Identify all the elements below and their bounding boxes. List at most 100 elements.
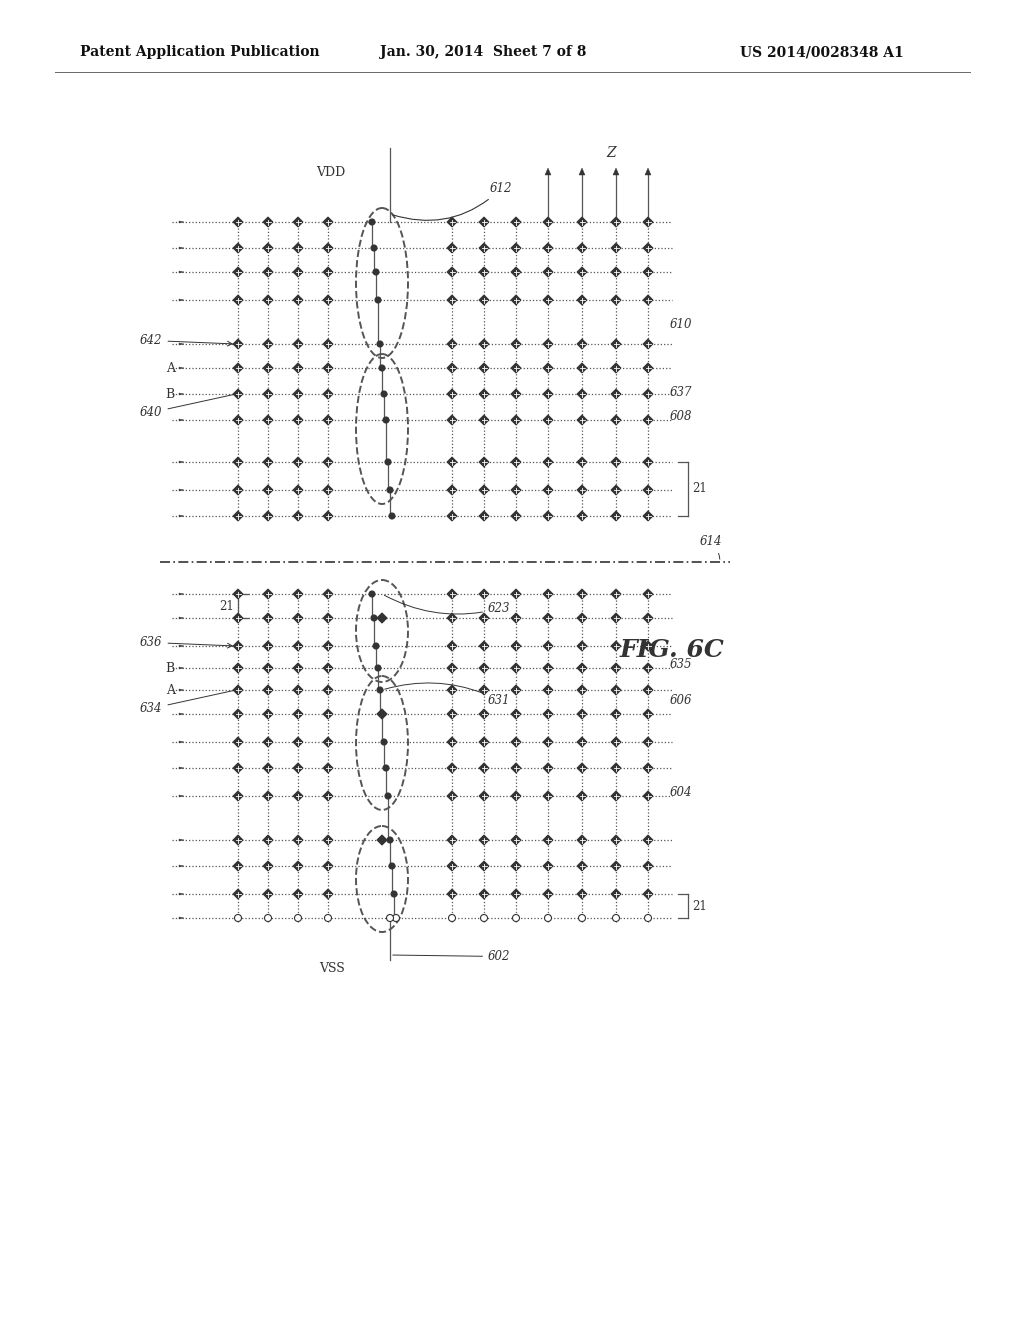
Polygon shape [577,589,587,599]
Polygon shape [611,414,621,425]
Circle shape [375,665,381,671]
Polygon shape [293,414,303,425]
Polygon shape [179,795,184,797]
Polygon shape [323,836,333,845]
Polygon shape [323,642,333,651]
Polygon shape [479,511,489,521]
Polygon shape [577,836,587,845]
Polygon shape [643,484,653,495]
Polygon shape [511,663,521,673]
Polygon shape [263,243,273,253]
Polygon shape [611,763,621,774]
Polygon shape [643,836,653,845]
Polygon shape [447,243,457,253]
Polygon shape [611,612,621,623]
Polygon shape [577,511,587,521]
Polygon shape [293,737,303,747]
Polygon shape [645,168,651,176]
Polygon shape [511,836,521,845]
Polygon shape [611,737,621,747]
Polygon shape [447,294,457,305]
Text: B: B [166,661,175,675]
Polygon shape [233,294,243,305]
Text: VDD: VDD [315,165,345,178]
Polygon shape [179,418,184,421]
Polygon shape [577,414,587,425]
Text: A: A [166,684,175,697]
Polygon shape [233,339,243,348]
Polygon shape [643,267,653,277]
Text: 604: 604 [670,785,692,799]
Polygon shape [263,414,273,425]
Polygon shape [447,709,457,719]
Polygon shape [643,389,653,399]
Polygon shape [233,389,243,399]
Polygon shape [577,363,587,374]
Polygon shape [479,612,489,623]
Polygon shape [323,612,333,623]
Polygon shape [479,294,489,305]
Polygon shape [179,865,184,867]
Polygon shape [479,389,489,399]
Polygon shape [447,363,457,374]
Polygon shape [323,763,333,774]
Polygon shape [293,642,303,651]
Polygon shape [543,589,553,599]
Polygon shape [543,216,553,227]
Polygon shape [323,414,333,425]
Circle shape [325,915,332,921]
Polygon shape [511,339,521,348]
Circle shape [295,915,301,921]
Polygon shape [643,709,653,719]
Polygon shape [511,363,521,374]
Polygon shape [293,836,303,845]
Polygon shape [545,168,551,176]
Polygon shape [323,339,333,348]
Circle shape [371,615,377,620]
Polygon shape [511,294,521,305]
Polygon shape [233,685,243,696]
Polygon shape [643,888,653,899]
Circle shape [375,297,381,304]
Polygon shape [293,888,303,899]
Polygon shape [479,685,489,696]
Circle shape [387,837,393,843]
Text: VSS: VSS [319,961,345,974]
Polygon shape [611,457,621,467]
Polygon shape [233,511,243,521]
Polygon shape [543,737,553,747]
Polygon shape [479,737,489,747]
Polygon shape [543,836,553,845]
Polygon shape [233,836,243,845]
Text: 635: 635 [670,657,692,671]
Circle shape [480,915,487,921]
Polygon shape [447,589,457,599]
Polygon shape [323,294,333,305]
Polygon shape [323,267,333,277]
Polygon shape [479,339,489,348]
Polygon shape [263,888,273,899]
Text: 606: 606 [670,694,692,708]
Polygon shape [479,267,489,277]
Polygon shape [643,642,653,651]
Polygon shape [577,861,587,871]
Polygon shape [577,389,587,399]
Polygon shape [263,685,273,696]
Polygon shape [643,612,653,623]
Polygon shape [479,663,489,673]
Polygon shape [543,685,553,696]
Polygon shape [577,763,587,774]
Polygon shape [447,612,457,623]
Polygon shape [263,363,273,374]
Polygon shape [447,836,457,845]
Polygon shape [511,511,521,521]
Polygon shape [479,642,489,651]
Polygon shape [611,836,621,845]
Polygon shape [643,457,653,467]
Polygon shape [447,511,457,521]
Polygon shape [511,888,521,899]
Polygon shape [179,220,184,223]
Polygon shape [577,888,587,899]
Polygon shape [323,363,333,374]
Polygon shape [543,663,553,673]
